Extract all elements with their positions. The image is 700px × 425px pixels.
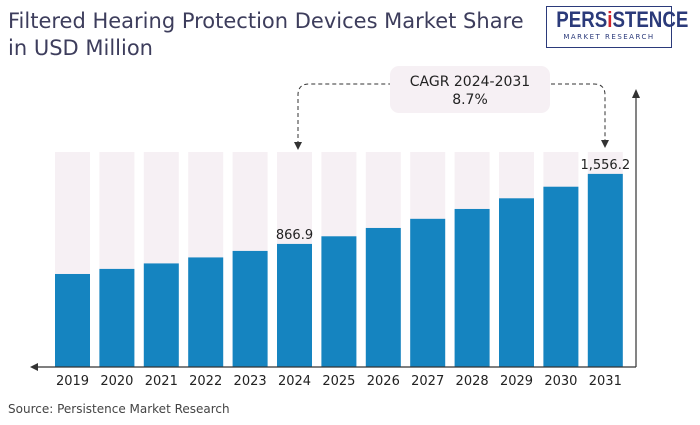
data-label-2031: 1,556.2 — [580, 158, 630, 173]
cagr-box — [390, 66, 550, 113]
x-tick-2028: 2028 — [456, 374, 489, 389]
x-tick-2020: 2020 — [100, 374, 133, 389]
logo-sub: MARKET RESEARCH — [563, 33, 655, 41]
source-note: Source: Persistence Market Research — [8, 402, 230, 416]
cagr-label: CAGR 2024-2031 — [410, 74, 530, 90]
y-axis-arrow-icon — [632, 89, 640, 98]
arrow-down-icon — [294, 142, 302, 150]
bar-2024 — [277, 243, 312, 367]
bar-2019 — [55, 273, 90, 367]
x-tick-2026: 2026 — [367, 374, 400, 389]
bar-2027 — [410, 218, 446, 367]
x-tick-2027: 2027 — [411, 374, 444, 389]
data-label-2024: 866.9 — [276, 228, 313, 243]
bar-2025 — [321, 236, 357, 367]
bar-2026 — [365, 227, 401, 367]
bar-2023 — [232, 250, 268, 367]
x-tick-2024: 2024 — [278, 374, 311, 389]
chart-title: Filtered Hearing Protection Devices Mark… — [8, 9, 524, 60]
bar-2028 — [454, 208, 490, 367]
x-tick-2021: 2021 — [145, 374, 178, 389]
x-tick-2023: 2023 — [234, 374, 267, 389]
cagr-value: 8.7% — [452, 92, 488, 108]
x-axis-arrow-icon — [30, 363, 38, 371]
cagr-connector — [297, 83, 606, 145]
bar-2029 — [499, 198, 534, 367]
bar-2030 — [543, 186, 579, 367]
bar-2020 — [99, 268, 135, 367]
bar-2021 — [143, 263, 179, 367]
x-tick-2022: 2022 — [189, 374, 222, 389]
x-tick-2025: 2025 — [322, 374, 355, 389]
bar-2022 — [188, 257, 224, 367]
x-tick-2019: 2019 — [56, 374, 89, 389]
bar-2031 — [587, 173, 623, 367]
arrow-down-icon — [601, 140, 609, 148]
x-tick-2030: 2030 — [544, 374, 577, 389]
x-tick-2031: 2031 — [589, 374, 622, 389]
x-tick-2029: 2029 — [500, 374, 533, 389]
